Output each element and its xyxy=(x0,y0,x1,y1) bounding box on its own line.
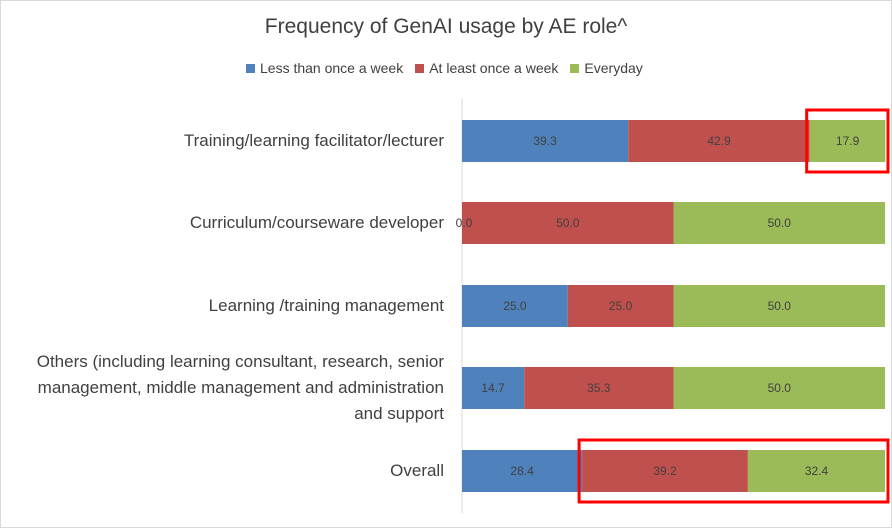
highlight-box xyxy=(577,438,890,504)
chart-legend: Less than once a week At least once a we… xyxy=(246,60,655,76)
data-label: 42.9 xyxy=(707,134,731,148)
bar-segment xyxy=(673,285,885,327)
bar-segment xyxy=(462,202,674,244)
bar-segment xyxy=(462,367,525,409)
bar-segment xyxy=(673,202,885,244)
data-label: 17.9 xyxy=(836,134,860,148)
data-label: 25.0 xyxy=(503,299,527,313)
data-label: 32.4 xyxy=(805,464,829,478)
data-label: 14.7 xyxy=(481,381,505,395)
bar-segment xyxy=(747,450,885,492)
category-label: Training/learning facilitator/lecturer xyxy=(183,131,444,150)
highlight-box xyxy=(805,108,890,174)
legend-label: At least once a week xyxy=(429,60,559,76)
bar-segment xyxy=(582,450,748,492)
bar-segment xyxy=(628,120,810,162)
bar-segment xyxy=(673,367,885,409)
bar-segment xyxy=(462,450,583,492)
legend-item-less-than-once-a-week: Less than once a week xyxy=(246,60,403,76)
legend-label: Everyday xyxy=(584,60,643,76)
data-label: 0.0 xyxy=(456,216,473,230)
bar-segment xyxy=(809,120,886,162)
category-label: Others (including learning consultant, r… xyxy=(36,352,444,371)
data-label: 25.0 xyxy=(609,299,633,313)
legend-item-everyday: Everyday xyxy=(570,60,643,76)
bar-segment xyxy=(524,367,674,409)
chart-title: Frequency of GenAI usage by AE role^ xyxy=(264,15,628,38)
category-label: management, middle management and admini… xyxy=(37,378,444,397)
legend-item-at-least-once-a-week: At least once a week xyxy=(415,60,558,76)
category-label: and support xyxy=(354,404,444,423)
data-label: 39.2 xyxy=(653,464,677,478)
data-label: 50.0 xyxy=(768,381,792,395)
legend-swatch xyxy=(246,63,255,73)
data-label: 50.0 xyxy=(768,299,792,313)
legend-swatch xyxy=(570,63,580,73)
bar-segment xyxy=(462,285,568,327)
data-label: 50.0 xyxy=(556,216,580,230)
category-label: Overall xyxy=(390,461,444,480)
legend-swatch xyxy=(415,63,425,73)
data-label: 35.3 xyxy=(587,381,611,395)
bar-segment xyxy=(462,120,629,162)
data-label: 50.0 xyxy=(768,216,792,230)
legend-label: Less than once a week xyxy=(260,60,404,76)
data-label: 39.3 xyxy=(533,134,557,148)
category-label: Curriculum/courseware developer xyxy=(189,213,444,232)
bar-segment xyxy=(567,285,674,327)
data-label: 28.4 xyxy=(510,464,534,478)
category-label: Learning /training management xyxy=(208,296,444,315)
